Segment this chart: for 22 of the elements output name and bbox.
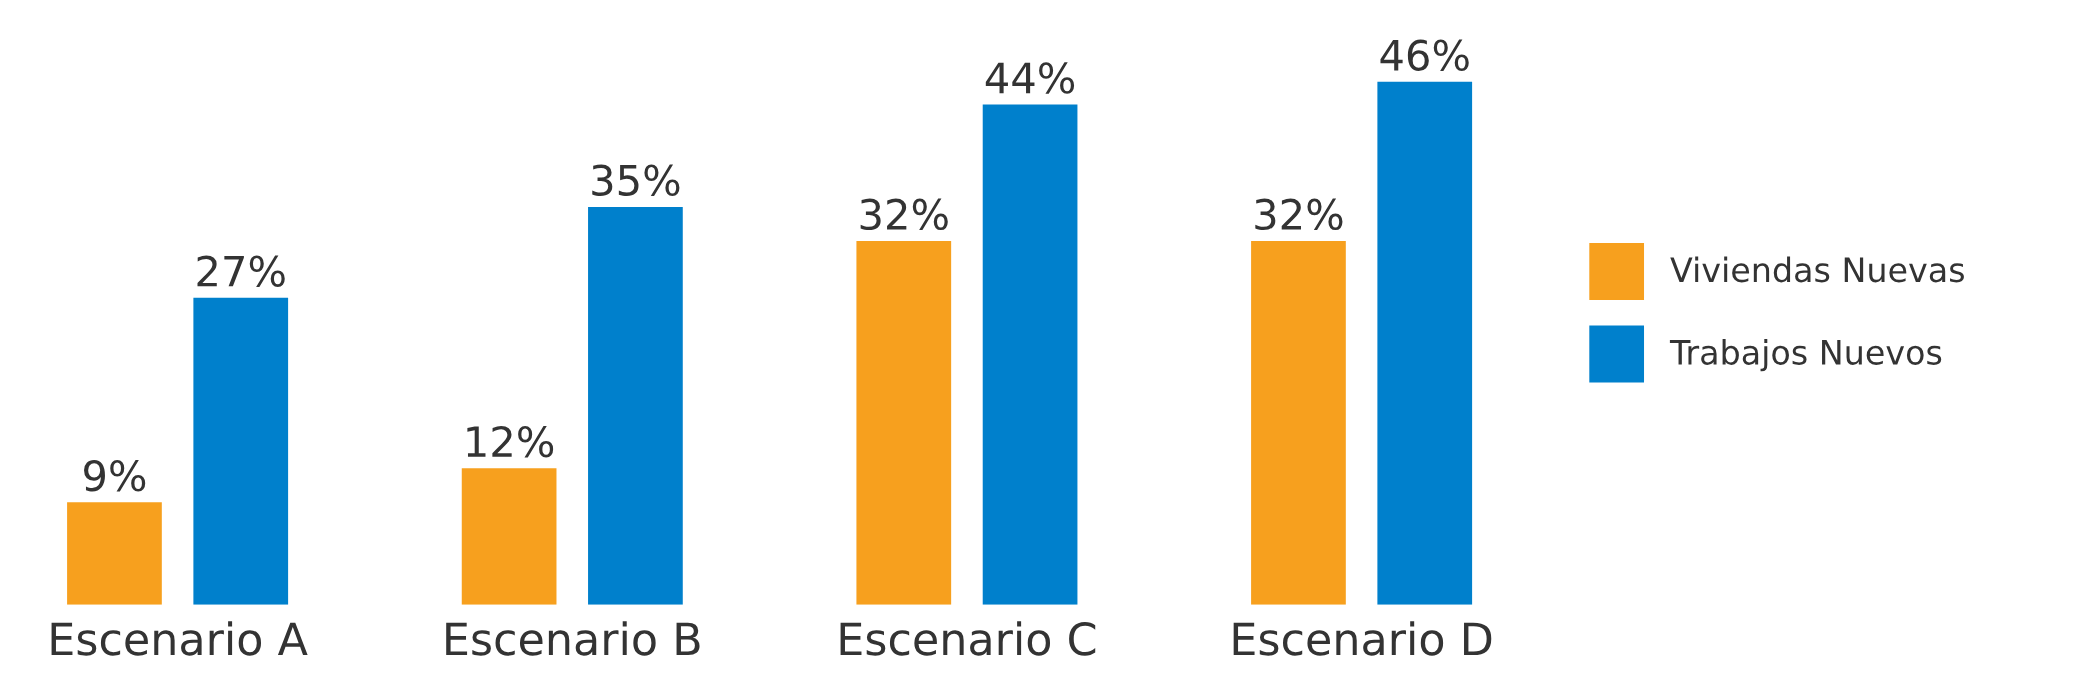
- bar: [67, 502, 162, 605]
- data-label: 9%: [84, 460, 146, 492]
- legend-label: Viviendas Nuevas: [1670, 256, 1964, 283]
- x-tick-label: Escenario B: [446, 621, 700, 656]
- x-tick-label: Escenario D: [1233, 621, 1492, 656]
- bar: [1377, 81, 1473, 605]
- data-label: 32%: [1255, 198, 1343, 231]
- x-tick-label: Escenario C: [840, 621, 1096, 656]
- data-label: 44%: [985, 62, 1075, 94]
- data-label: 35%: [592, 164, 680, 197]
- bar: [982, 104, 1078, 605]
- bar: [461, 468, 557, 605]
- bar: [856, 240, 952, 605]
- data-label: 46%: [1380, 39, 1469, 72]
- bar: [588, 206, 683, 605]
- x-tick-label: Escenario A: [51, 621, 308, 656]
- data-label: 12%: [467, 425, 554, 458]
- data-label: 32%: [860, 198, 948, 231]
- legend-label: Trabajos Nuevos: [1669, 339, 1942, 372]
- data-label: 27%: [197, 255, 285, 287]
- bar: [193, 297, 289, 605]
- bar: [1251, 240, 1346, 605]
